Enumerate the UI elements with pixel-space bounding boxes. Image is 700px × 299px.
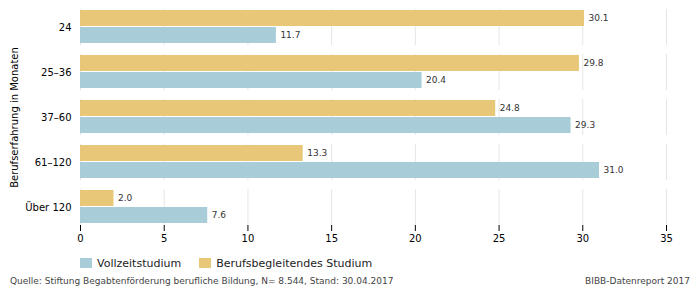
svg-text:30.1: 30.1 xyxy=(588,13,608,23)
svg-text:30: 30 xyxy=(576,233,589,244)
svg-text:0: 0 xyxy=(77,233,83,244)
svg-text:2.0: 2.0 xyxy=(118,193,133,203)
html-text:Berufsbegleitendes Studium: Berufsbegleitendes Studium xyxy=(216,256,373,270)
svg-text:5: 5 xyxy=(161,233,167,244)
svg-text:29.8: 29.8 xyxy=(583,58,603,68)
html-text:Vollzeitstudium: Vollzeitstudium xyxy=(97,256,182,270)
svg-text:Über 120: Über 120 xyxy=(25,201,71,213)
svg-text:11.7: 11.7 xyxy=(280,30,300,40)
svg-text:10: 10 xyxy=(242,233,255,244)
html-text:BIBB-Datenreport 2017: BIBB-Datenreport 2017 xyxy=(585,276,690,286)
svg-text:24.8: 24.8 xyxy=(500,103,520,113)
svg-text:24: 24 xyxy=(59,22,72,33)
svg-text:35: 35 xyxy=(660,233,673,244)
svg-text:37–60: 37–60 xyxy=(41,112,71,123)
html-text:Quelle: Stiftung Begabtenförde: Quelle: Stiftung Begabtenförderung beruf… xyxy=(10,276,394,286)
svg-text:13.3: 13.3 xyxy=(307,148,327,158)
svg-text:61–120: 61–120 xyxy=(35,157,72,168)
svg-text:31.0: 31.0 xyxy=(604,165,624,175)
svg-text:20.4: 20.4 xyxy=(426,75,446,85)
svg-text:7.6: 7.6 xyxy=(212,210,227,220)
svg-text:Berufserfahrung in Monaten: Berufserfahrung in Monaten xyxy=(9,47,20,188)
svg-text:20: 20 xyxy=(409,233,422,244)
svg-text:25–36: 25–36 xyxy=(41,67,71,78)
svg-text:15: 15 xyxy=(325,233,338,244)
svg-text:25: 25 xyxy=(493,233,506,244)
svg-text:29.3: 29.3 xyxy=(575,120,595,130)
